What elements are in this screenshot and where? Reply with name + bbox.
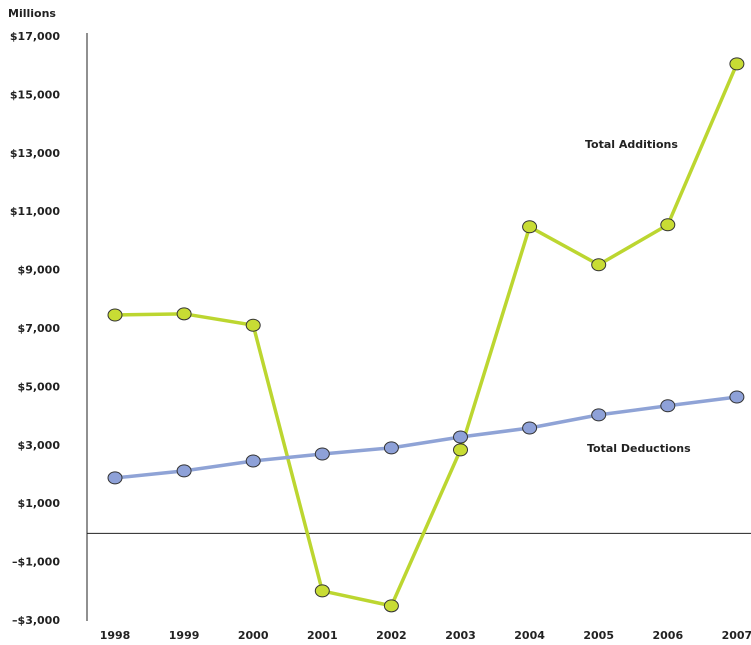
point (591, 258, 607, 272)
point (176, 464, 192, 478)
x-tick-label: 2002 (376, 629, 407, 642)
point (660, 399, 676, 413)
y-tick-label: $9,000 (18, 264, 61, 277)
y-tick-label: $13,000 (10, 147, 60, 160)
point (383, 599, 399, 613)
x-tick-label: 2003 (445, 629, 476, 642)
point (383, 441, 399, 455)
y-tick-label: $7,000 (18, 322, 61, 335)
point (107, 471, 123, 485)
y-tick-label: $5,000 (18, 380, 61, 393)
point (660, 218, 676, 232)
point (314, 447, 330, 461)
x-tick-label: 2000 (238, 629, 269, 642)
point (522, 220, 538, 234)
series-label: Total Deductions (587, 442, 691, 455)
x-tick-label: 1999 (169, 629, 200, 642)
point (245, 454, 261, 468)
series-line (114, 63, 739, 608)
x-tick-label: 1998 (100, 629, 131, 642)
x-tick-label: 2001 (307, 629, 338, 642)
y-axis-label: Millions (8, 7, 56, 20)
y-tick-label: $15,000 (10, 88, 60, 101)
point (729, 390, 745, 404)
y-tick-label: $3,000 (18, 439, 61, 452)
point (453, 443, 468, 457)
series-label: Total Additions (585, 138, 678, 151)
point (314, 584, 330, 598)
y-tick-label: –$3,000 (12, 614, 60, 627)
point (245, 318, 261, 332)
x-tick-label: 2004 (514, 629, 545, 642)
point (522, 421, 538, 435)
x-tick-label: 2006 (652, 629, 683, 642)
point (107, 308, 123, 322)
y-tick-label: $17,000 (10, 30, 60, 43)
series-line (114, 395, 738, 480)
point (729, 57, 745, 71)
point (453, 430, 468, 444)
point (176, 307, 192, 321)
y-tick-label: $1,000 (18, 497, 61, 510)
point (591, 408, 607, 422)
y-tick-label: $11,000 (10, 205, 60, 218)
y-tick-label: –$1,000 (12, 556, 60, 569)
x-tick-label: 2007 (722, 629, 751, 642)
x-tick-label: 2005 (583, 629, 614, 642)
